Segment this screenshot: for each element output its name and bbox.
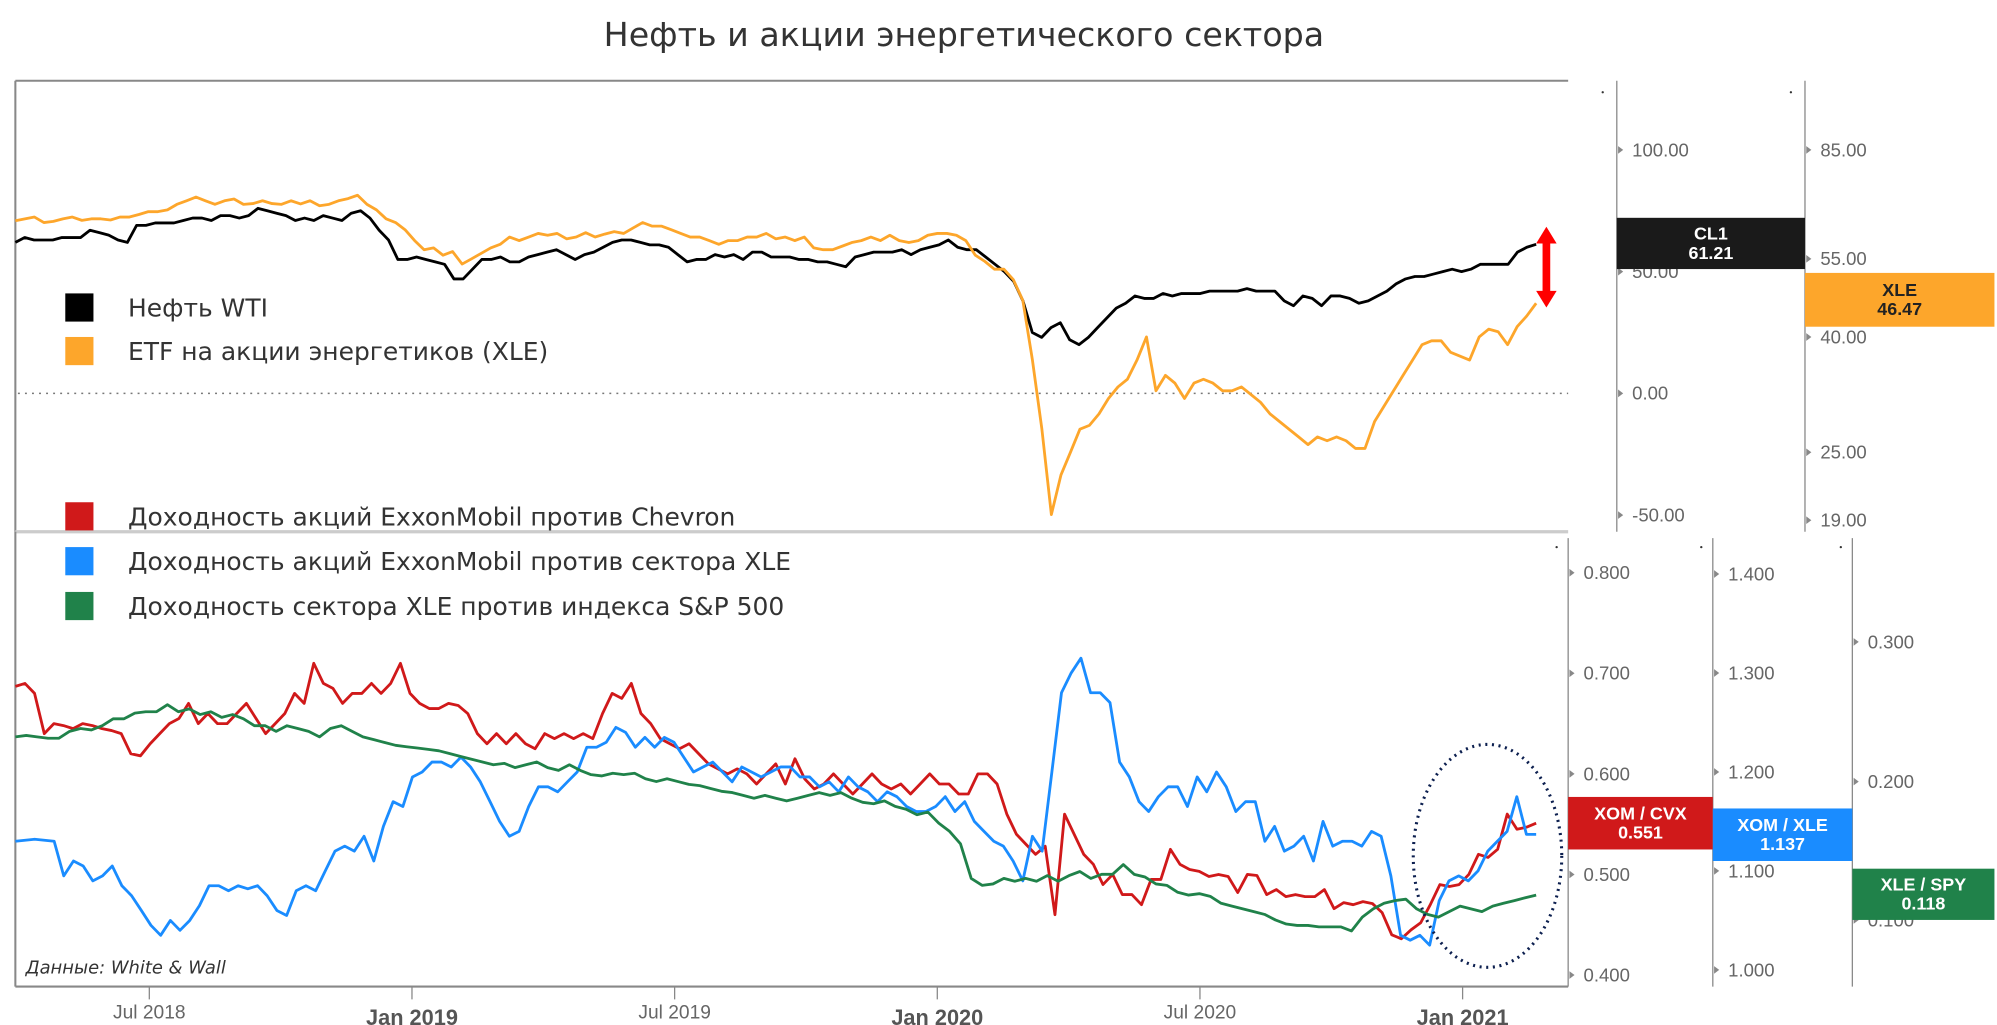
x-tick-label: Jul 2018 — [113, 1003, 186, 1024]
source-note: Данные: White & Wall — [25, 958, 226, 979]
x-axis: Jul 2018 Jan 2019 Jul 2019 Jan 2020 Jul 2020… — [113, 986, 1509, 1025]
y-tick-label: 1.400 — [1728, 563, 1774, 584]
series-line-xle — [15, 193, 1538, 516]
value-badge — [1852, 868, 1995, 920]
tick-mark — [1569, 770, 1575, 778]
y-tick-label: 19.00 — [1820, 510, 1866, 531]
y-tick-label: 85.00 — [1820, 139, 1866, 160]
bottom-panel: Доходность акций ExxonMobil против Chevr… — [14, 502, 1995, 988]
y-tick-label: 1.200 — [1728, 761, 1774, 782]
y-tick-label: 1.000 — [1728, 959, 1774, 980]
y-tick-label: 1.100 — [1728, 860, 1774, 881]
badge-value: 61.21 — [1688, 243, 1733, 263]
x-tick-label: Jul 2019 — [638, 1003, 711, 1024]
y-tick-label: 0.400 — [1584, 964, 1630, 985]
y-tick-label: 55.00 — [1820, 248, 1866, 269]
badge-value: 0.118 — [1901, 894, 1945, 914]
y-tick-label: 100.00 — [1632, 139, 1689, 160]
y-tick-label: 40.00 — [1820, 326, 1866, 347]
y-tick-label: 25.00 — [1820, 442, 1866, 463]
tick-mark — [1569, 971, 1575, 979]
badge-value: 0.551 — [1618, 823, 1663, 843]
red-double-arrow — [1536, 226, 1557, 308]
x-tick-label: Jan 2021 — [1417, 1005, 1509, 1025]
legend-swatch — [65, 502, 94, 531]
tick-mark — [1618, 511, 1624, 519]
y-tick-label: 0.800 — [1584, 562, 1630, 583]
series-line-xle_spy — [15, 703, 1537, 933]
tick-mark — [1806, 146, 1812, 154]
legend-label: Нефть WTI — [128, 293, 268, 322]
value-badge — [1568, 796, 1713, 850]
tick-mark — [1806, 333, 1812, 341]
series-line-xom_cvx — [14, 661, 1537, 941]
tick-mark — [1618, 389, 1624, 398]
y-tick-label: -50.00 — [1632, 504, 1685, 525]
y-tick-label: 0.600 — [1584, 763, 1630, 784]
tick-mark — [1853, 777, 1859, 786]
badge-label: XLE — [1882, 280, 1917, 300]
legend-label: Доходность акций ExxonMobil против секто… — [128, 547, 791, 576]
y-tick-label: 0.300 — [1868, 631, 1914, 652]
tick-mark — [1714, 768, 1720, 776]
legend-swatch — [65, 293, 94, 322]
y-tick-label: 0.200 — [1868, 771, 1914, 792]
badge-label: XLE / SPY — [1881, 874, 1967, 894]
tick-mark — [1618, 267, 1624, 276]
series-line-xom_xle — [15, 656, 1537, 947]
x-tick-label: Jan 2020 — [891, 1005, 983, 1025]
y-tick-label: 0.500 — [1584, 864, 1630, 885]
value-badge — [1712, 808, 1853, 861]
y-tick-label: 0.00 — [1632, 383, 1668, 404]
tick-mark — [1569, 870, 1575, 879]
legend-label: Доходность акций ExxonMobil против Chevr… — [128, 502, 735, 531]
badge-label: XOM / XLE — [1737, 815, 1828, 835]
chart-title: Нефть и акции энергетического сектора — [604, 15, 1324, 54]
x-tick-label: Jan 2019 — [366, 1005, 458, 1025]
value-badge — [1616, 217, 1805, 270]
tick-mark — [1714, 570, 1720, 578]
legend-label: ETF на акции энергетиков (XLE) — [128, 337, 548, 366]
tick-mark — [1569, 568, 1575, 577]
y-tick-label: 1.300 — [1728, 662, 1774, 683]
badge-value: 1.137 — [1760, 834, 1805, 854]
tick-mark — [1806, 254, 1812, 263]
tick-mark — [1853, 638, 1859, 646]
value-badge — [1804, 272, 1995, 327]
badge-label: CL1 — [1694, 224, 1728, 244]
badge-label: XOM / CVX — [1594, 803, 1687, 823]
legend-label: Доходность сектора XLE против индекса S&… — [128, 592, 784, 621]
series-line-wti — [14, 206, 1537, 347]
legend-swatch — [65, 591, 94, 621]
tick-mark — [1569, 669, 1575, 678]
tick-mark — [1714, 669, 1720, 677]
badge-value: 46.47 — [1877, 299, 1922, 319]
highlight-ellipse — [1411, 742, 1564, 969]
tick-mark — [1714, 867, 1720, 875]
x-tick-label: Jul 2020 — [1164, 1003, 1237, 1024]
tick-mark — [1806, 516, 1812, 525]
tick-mark — [1618, 146, 1624, 154]
tick-mark — [1806, 448, 1812, 457]
legend-swatch — [65, 336, 94, 366]
y-tick-label: 0.700 — [1584, 663, 1630, 684]
legend-swatch — [65, 547, 94, 576]
tick-mark — [1714, 966, 1720, 974]
